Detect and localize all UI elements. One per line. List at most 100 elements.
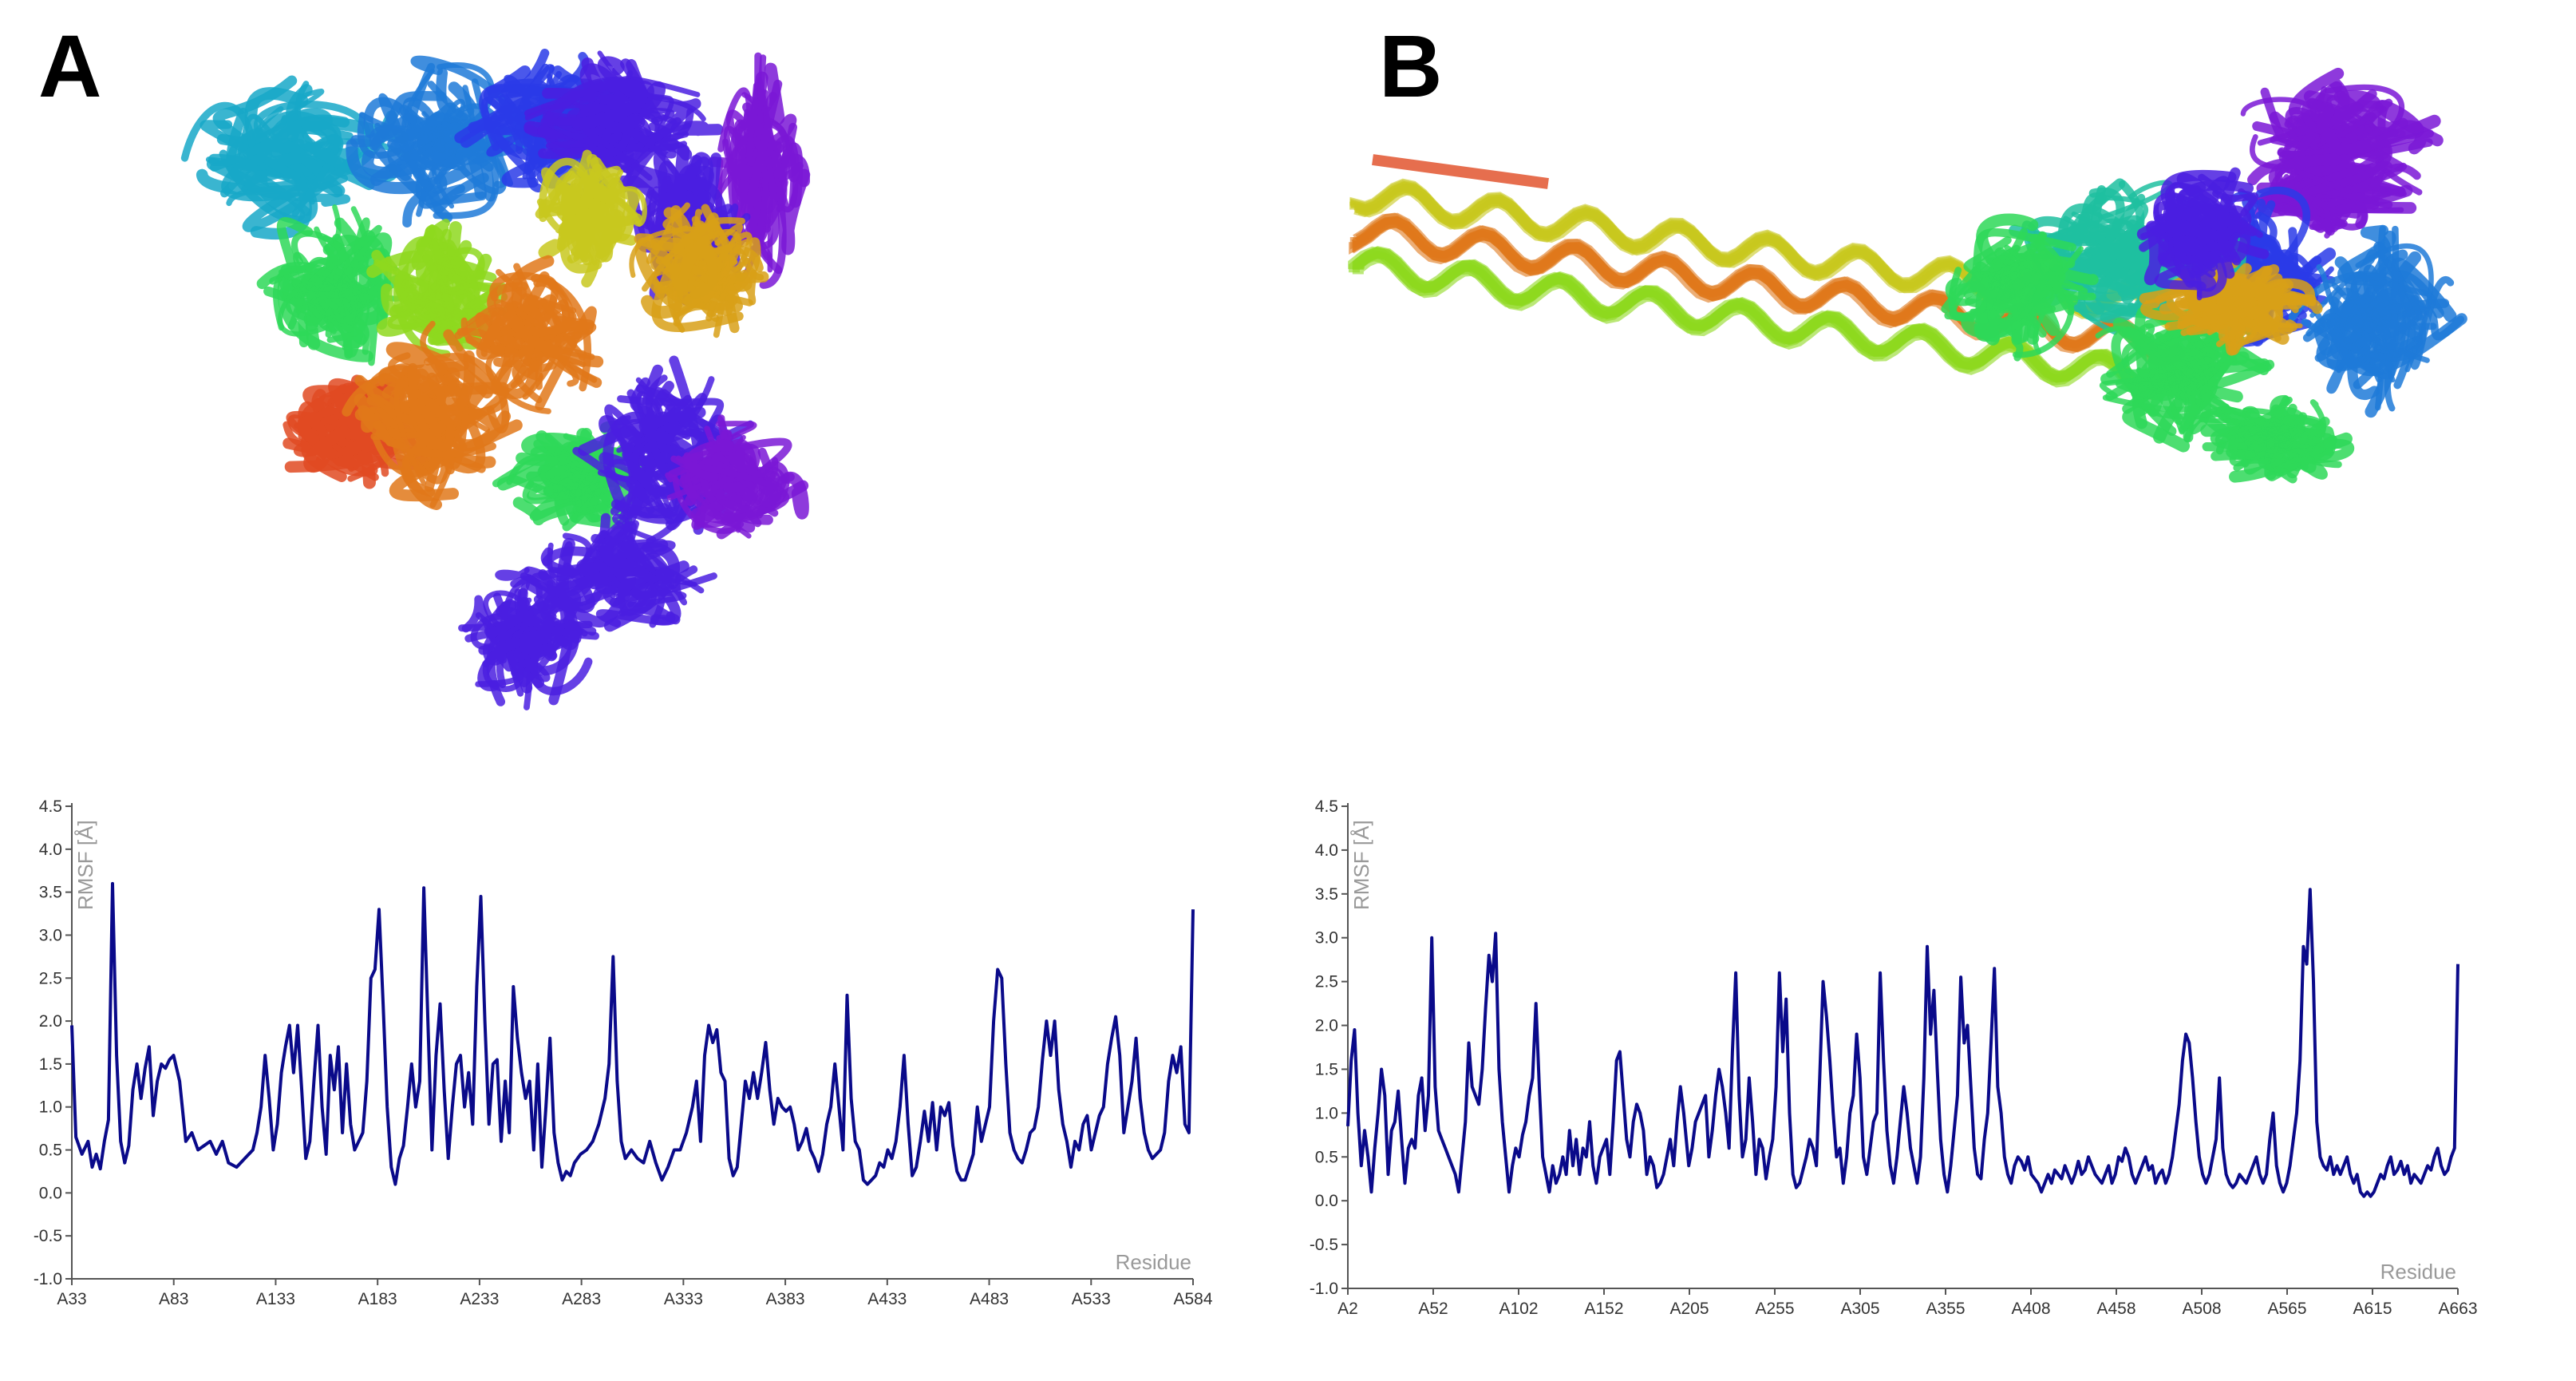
coiled-coil-strand xyxy=(1353,246,2187,395)
y-tick-label: 4.0 xyxy=(1315,841,1338,860)
x-tick-label: A2 xyxy=(1337,1300,1358,1318)
ribbon-strand xyxy=(743,79,783,216)
y-tick-label: -0.5 xyxy=(1310,1236,1338,1254)
ribbon-strand xyxy=(2375,100,2444,155)
ribbon-strand xyxy=(2246,286,2283,342)
y-tick-label: 0.0 xyxy=(39,1184,62,1202)
x-tick-label: A283 xyxy=(562,1290,601,1308)
ribbon-strand xyxy=(243,179,350,208)
x-tick-label: A355 xyxy=(1926,1300,1965,1318)
ribbon-strand xyxy=(2357,354,2396,380)
ribbon-strand xyxy=(536,198,582,237)
x-tick-label: A152 xyxy=(1584,1300,1623,1318)
x-tick-label: A433 xyxy=(867,1290,907,1308)
ribbon-strand xyxy=(579,196,606,234)
y-tick-label: -0.5 xyxy=(34,1227,62,1245)
ribbon-strand xyxy=(306,264,345,332)
ribbon-strand xyxy=(475,639,543,687)
ribbon-strand xyxy=(253,108,333,166)
ribbon-strand xyxy=(407,362,443,493)
ribbon-strand xyxy=(2183,406,2251,442)
x-tick-label: A663 xyxy=(2438,1300,2477,1318)
x-tick-label: A233 xyxy=(460,1290,499,1308)
y-tick-label: 0.5 xyxy=(1315,1148,1338,1166)
ribbon-strand xyxy=(512,495,610,526)
panel-label-b: B xyxy=(1379,18,1443,116)
ribbon-strand xyxy=(1963,260,2075,315)
ribbon-strand xyxy=(2216,167,2251,263)
ribbon-strand xyxy=(2353,300,2398,412)
ribbon-strand xyxy=(726,269,757,306)
ribbon-strand xyxy=(2311,195,2332,234)
ribbon-strand xyxy=(2100,372,2172,399)
y-tick-label: 1.0 xyxy=(1315,1104,1338,1122)
ribbon-strand xyxy=(432,81,484,172)
ribbon-strand xyxy=(407,389,455,452)
coiled-coil-strand xyxy=(1372,154,1549,189)
ribbon-strand xyxy=(357,112,460,185)
ribbon-strand xyxy=(495,567,533,581)
x-tick-label: A83 xyxy=(159,1290,188,1308)
y-tick-label: 4.0 xyxy=(39,841,62,859)
x-tick-label: A255 xyxy=(1755,1300,1794,1318)
y-tick-label: 3.5 xyxy=(1315,885,1338,904)
x-tick-label: A52 xyxy=(1418,1300,1448,1318)
x-tick-label: A133 xyxy=(256,1290,295,1308)
y-tick-label: 1.5 xyxy=(39,1055,62,1074)
ribbon-strand xyxy=(506,48,568,99)
ribbon-strand xyxy=(2000,269,2049,342)
ribbon-strand xyxy=(2214,414,2326,445)
ribbon-strand xyxy=(180,101,258,163)
ribbon-strand xyxy=(749,126,780,252)
ribbon-strand xyxy=(772,168,811,255)
ribbon-strand xyxy=(209,119,302,198)
ribbon-strand xyxy=(2290,102,2364,166)
ribbon-strand xyxy=(2176,172,2225,237)
x-tick-label: A305 xyxy=(1840,1300,1879,1318)
ribbon-strand xyxy=(2243,190,2357,216)
ribbon-strand xyxy=(277,264,373,362)
y-tick-label: 2.0 xyxy=(1315,1017,1338,1035)
ribbon-strand xyxy=(2225,264,2280,356)
ribbon-strand xyxy=(226,170,319,207)
y-tick-label: 4.5 xyxy=(1315,797,1338,816)
rmsf-chart-b: 4.5 4.0 3.5 3.0 2.5 2.0 1.5 1.0 0.5 0.0 -0.5 -1.0 A2… xyxy=(1310,797,2478,1318)
x-tick-label: A33 xyxy=(57,1290,86,1308)
ribbon-strand xyxy=(287,256,367,330)
protein-structure-a xyxy=(180,48,811,710)
ribbon-strand xyxy=(1973,276,2023,342)
ribbon-strand xyxy=(409,292,461,319)
ribbon-strand xyxy=(685,439,734,482)
rmsf-series-line xyxy=(70,881,1195,1186)
x-axis-title: Residue xyxy=(1116,1250,1191,1274)
y-tick-label: 3.5 xyxy=(39,884,62,902)
ribbon-strand xyxy=(483,590,530,639)
ribbon-strand xyxy=(2179,286,2323,315)
y-tick-label: 2.0 xyxy=(39,1012,62,1031)
ribbon-strand xyxy=(385,342,493,399)
ribbon-strand xyxy=(527,315,595,339)
ribbon-strand xyxy=(393,379,427,486)
ribbon-strand xyxy=(397,98,466,166)
ribbon-ensemble-a xyxy=(180,48,811,710)
x-tick-label: A102 xyxy=(1499,1300,1538,1318)
ribbon-strand xyxy=(2211,435,2338,461)
ribbon-strand xyxy=(2350,275,2429,326)
ribbon-strand xyxy=(366,239,477,284)
ribbon-strand xyxy=(425,184,487,206)
ribbon-strand xyxy=(2157,251,2216,292)
ribbon-strand xyxy=(673,263,735,327)
y-axis-title: RMSF [Å] xyxy=(73,820,97,910)
x-tick-label: A183 xyxy=(358,1290,397,1308)
rmsf-series-line xyxy=(1346,888,2459,1198)
y-tick-label: -1.0 xyxy=(34,1270,62,1288)
ribbon-strand xyxy=(500,255,604,368)
ribbon-strand xyxy=(358,405,496,458)
ribbon-strand xyxy=(489,271,591,392)
x-tick-label: A508 xyxy=(2182,1300,2221,1318)
x-axis-title: Residue xyxy=(2380,1260,2456,1284)
y-tick-label: 3.0 xyxy=(39,926,62,944)
y-tick-label: 2.5 xyxy=(1315,973,1338,991)
x-tick-label: A458 xyxy=(2096,1300,2135,1318)
ribbon-strand xyxy=(701,464,789,524)
